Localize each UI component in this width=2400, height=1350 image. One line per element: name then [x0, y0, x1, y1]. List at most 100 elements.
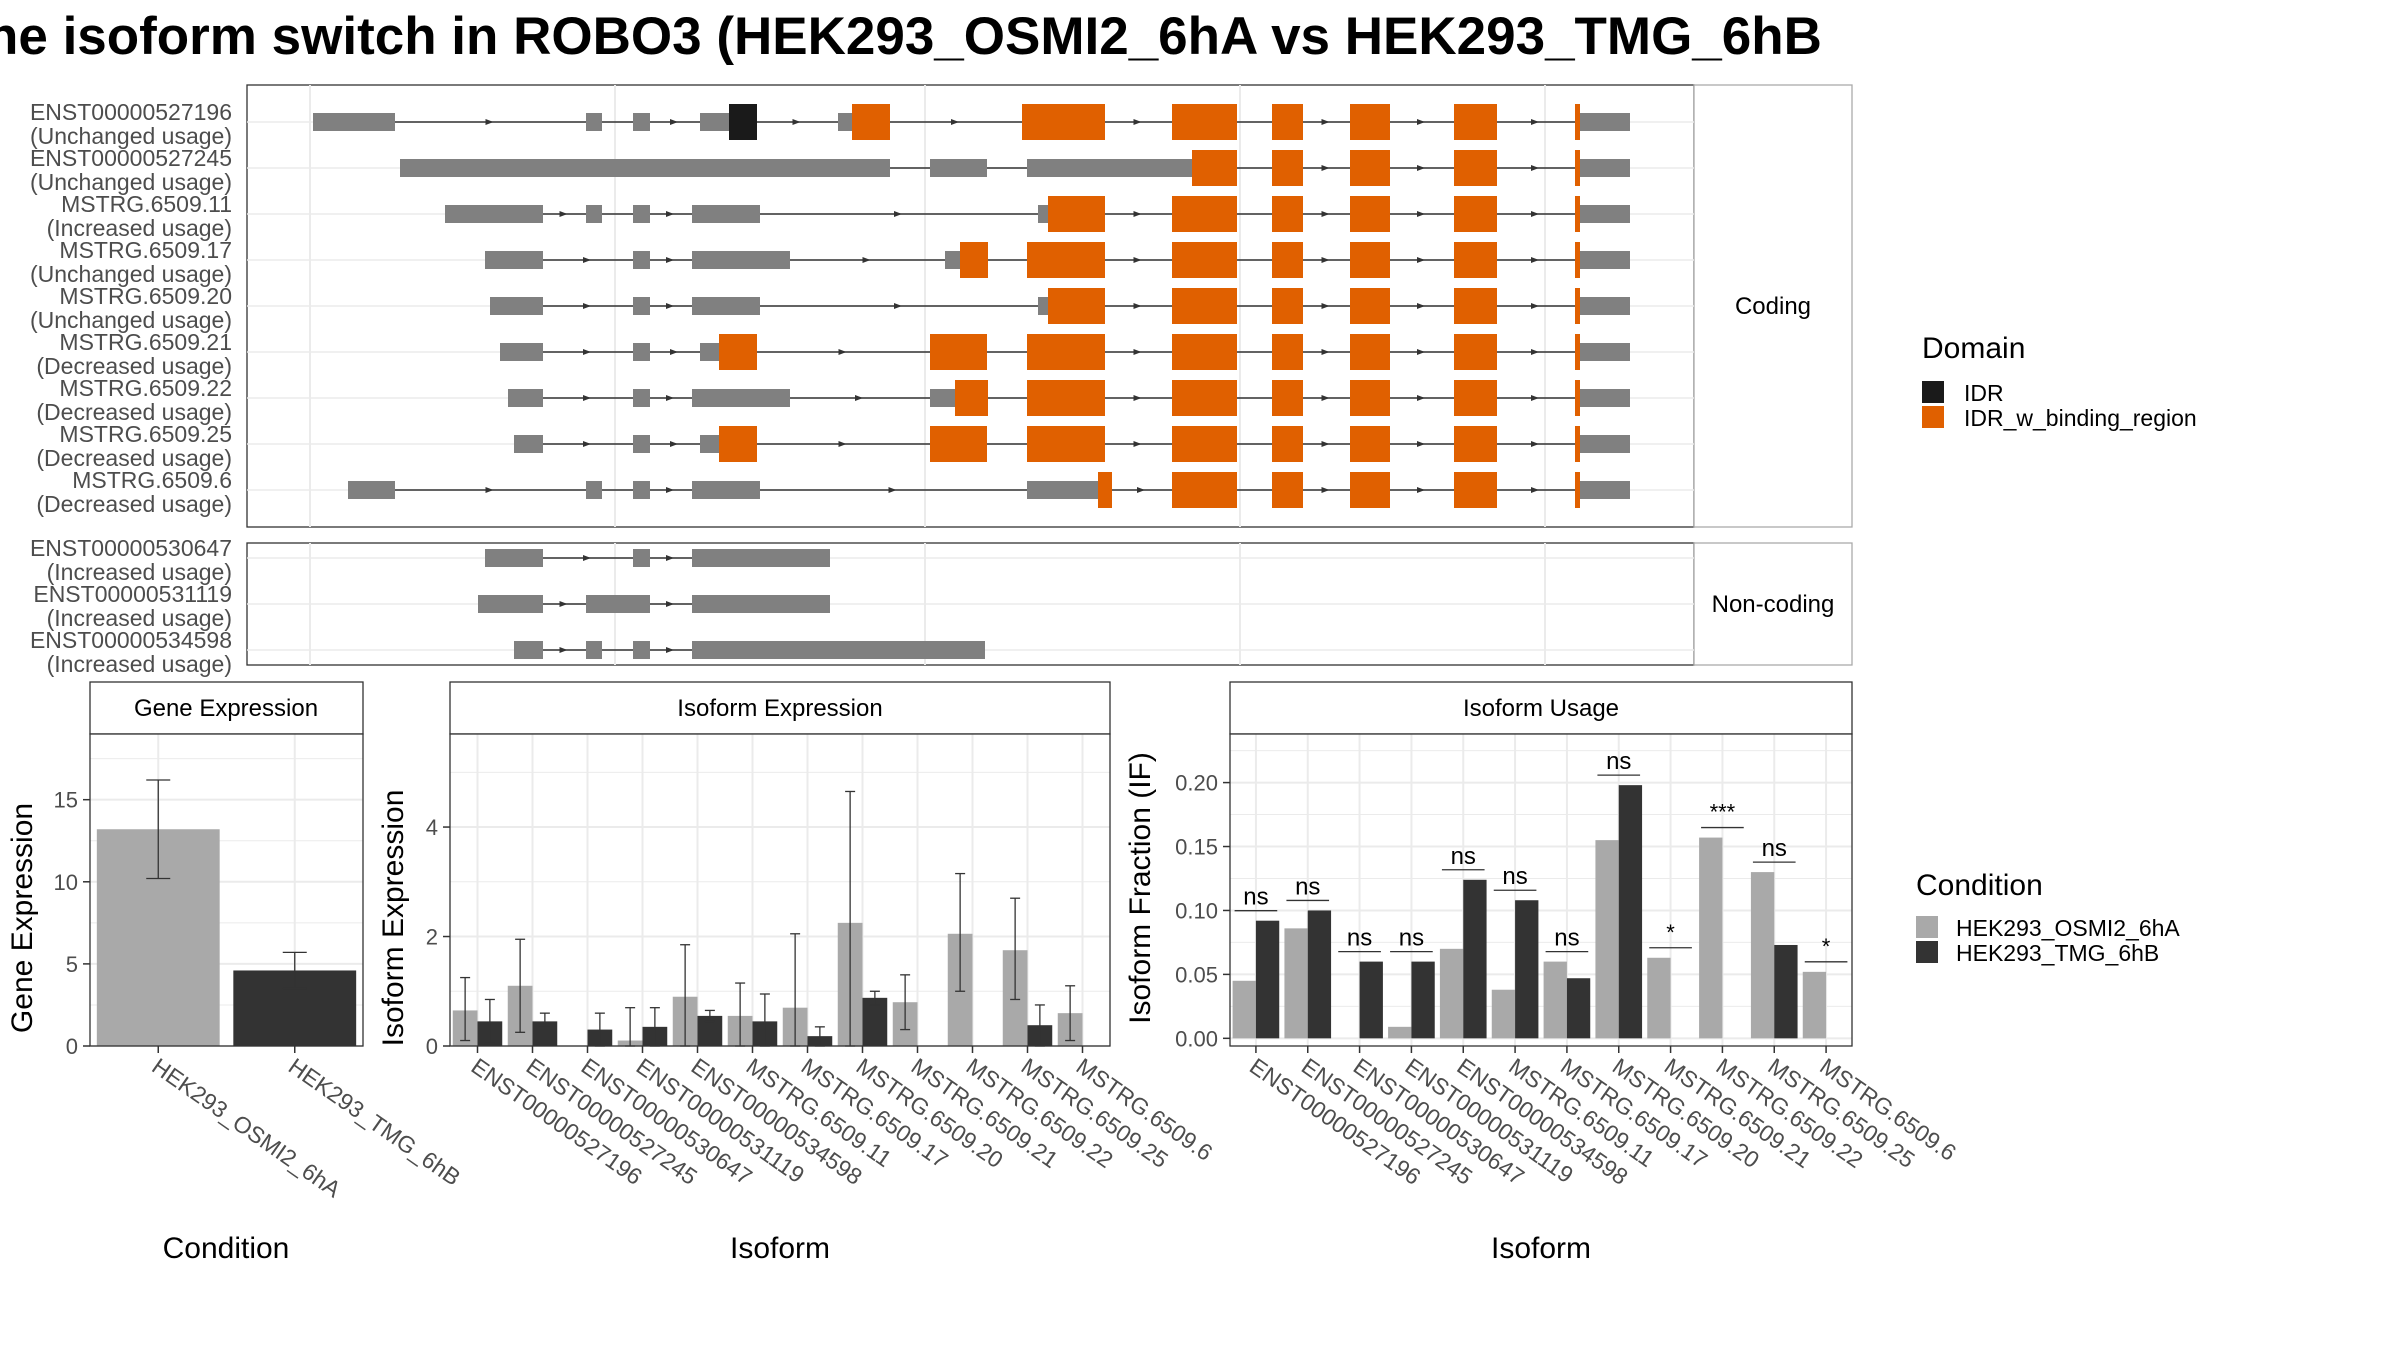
bar	[1699, 837, 1723, 1039]
exon	[1575, 242, 1580, 278]
strand-arrow	[1417, 211, 1425, 217]
exon	[719, 334, 757, 370]
exon	[1272, 472, 1303, 508]
transcript-usage-label: (Unchanged usage)	[30, 123, 232, 149]
isoform-usage-strip	[1229, 681, 1853, 735]
bar	[1774, 944, 1798, 1039]
strand-arrow	[670, 349, 678, 355]
exon	[1192, 150, 1205, 186]
y-tick-label: 10	[54, 870, 78, 895]
exon	[348, 481, 395, 499]
exon	[1172, 242, 1237, 278]
transcript-name-label: MSTRG.6509.20	[59, 283, 232, 309]
exon	[633, 389, 650, 407]
transcript-name-label: ENST00000530647	[30, 535, 232, 561]
idr-binding-swatch	[1922, 406, 1944, 428]
exon	[1172, 196, 1237, 232]
significance-label: *	[1666, 920, 1675, 945]
significance-label: ns	[1762, 835, 1787, 862]
exon	[729, 104, 757, 140]
plot-border	[449, 733, 1111, 1047]
exon	[1272, 196, 1303, 232]
strand-arrow	[666, 601, 674, 607]
exon	[692, 595, 830, 613]
y-tick-label: 0.00	[1175, 1026, 1218, 1051]
exon	[1350, 196, 1390, 232]
strand-arrow	[1321, 257, 1330, 263]
strand-arrow	[1417, 257, 1425, 263]
domain-legend-title: Domain	[1922, 332, 2025, 365]
exon	[633, 435, 650, 453]
strand-arrow	[1133, 211, 1142, 217]
strand-arrow	[838, 349, 847, 355]
condition-legend-title: Condition	[1916, 869, 2043, 902]
strand-arrow	[838, 441, 847, 447]
noncoding-strip	[1693, 542, 1853, 666]
idr-legend-label: IDR	[1964, 380, 2004, 406]
transcript-usage-label: (Increased usage)	[47, 215, 232, 241]
exon	[485, 549, 543, 567]
strand-arrow	[1133, 441, 1142, 447]
exon	[1172, 104, 1237, 140]
exon	[586, 481, 602, 499]
strand-arrow	[1321, 487, 1330, 493]
exon	[930, 389, 955, 407]
strand-arrow	[583, 555, 591, 561]
exon	[692, 297, 760, 315]
strand-arrow	[1417, 487, 1425, 493]
strand-arrow	[1133, 257, 1142, 263]
bar	[862, 997, 888, 1046]
strand-arrow	[666, 487, 674, 493]
exon	[1027, 334, 1105, 370]
bar	[1359, 961, 1383, 1039]
strand-arrow	[792, 119, 801, 125]
significance-label: ns	[1243, 884, 1268, 911]
bar	[1439, 948, 1464, 1039]
bar	[1463, 879, 1487, 1039]
exon	[719, 426, 757, 462]
coding-strip	[1693, 84, 1853, 528]
exon	[960, 242, 988, 278]
bar	[1566, 978, 1591, 1039]
strand-arrow	[1321, 349, 1330, 355]
exon	[1027, 481, 1092, 499]
transcript-name-label: MSTRG.6509.11	[61, 191, 232, 217]
gene-expression-xlabel: Condition	[163, 1232, 290, 1265]
gene-expression-strip	[89, 681, 364, 735]
exon	[1580, 435, 1630, 453]
exon	[1575, 426, 1580, 462]
strand-arrow	[583, 349, 591, 355]
strand-arrow	[894, 211, 902, 217]
isoform-usage-ylabel: Isoform Fraction (IF)	[1124, 752, 1157, 1024]
bar	[1543, 961, 1567, 1039]
plot-background	[450, 734, 1110, 1046]
bar	[1411, 961, 1435, 1039]
strand-arrow	[559, 211, 568, 217]
transcript-name-label: ENST00000531119	[33, 581, 232, 607]
exon	[1454, 334, 1497, 370]
bar	[1515, 900, 1539, 1039]
exon	[700, 113, 729, 131]
exon	[1027, 380, 1105, 416]
exon	[1350, 426, 1390, 462]
significance-label: ns	[1347, 925, 1372, 952]
plot-border	[89, 733, 364, 1047]
exon	[1350, 472, 1390, 508]
transcript-usage-label: (Decreased usage)	[36, 399, 232, 425]
bar	[1255, 920, 1280, 1039]
plot-background	[1230, 734, 1852, 1046]
strand-arrow	[1321, 441, 1330, 447]
isoform-expression-title: Isoform Expression	[677, 695, 882, 722]
exon	[514, 641, 543, 659]
isoform-expression-chart: Isoform Expression 024ENST00000527196ENS…	[377, 681, 1217, 1265]
isoform-expression-ylabel: Isoform Expression	[377, 790, 410, 1047]
strand-arrow	[1321, 303, 1330, 309]
exon	[514, 435, 543, 453]
domain-legend: Domain IDR IDR_w_binding_region	[1922, 332, 2197, 431]
exon	[1048, 288, 1105, 324]
exon	[1580, 113, 1630, 131]
bar	[1750, 872, 1775, 1039]
exon	[508, 389, 543, 407]
exon	[1454, 288, 1497, 324]
